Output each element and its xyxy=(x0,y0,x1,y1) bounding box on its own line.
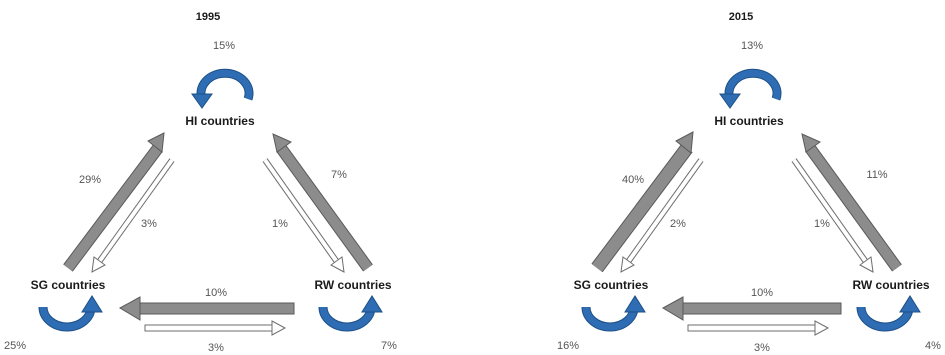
arrow-sg-to-hi xyxy=(63,132,165,272)
sg-self-loop-arrow xyxy=(38,295,103,332)
arrow-rw-to-hi xyxy=(272,133,373,272)
rw-self-pct: 4% xyxy=(925,340,941,352)
node-hi: HI countries xyxy=(185,114,255,128)
arrow-sg-to-rw xyxy=(687,320,830,336)
rw-self-loop-arrow xyxy=(318,295,383,332)
rw-to-hi-pct: 7% xyxy=(331,169,347,181)
hi-to-sg-pct: 2% xyxy=(670,218,686,230)
arrow-sg-to-rw xyxy=(144,320,287,336)
arrow-hi-to-sg xyxy=(91,158,175,273)
hi-to-rw-pct: 1% xyxy=(814,218,830,230)
hi-to-sg-pct: 3% xyxy=(141,218,157,230)
sg-to-hi-pct: 40% xyxy=(622,174,644,186)
arrow-sg-to-hi xyxy=(591,131,694,273)
sg-self-pct: 25% xyxy=(4,340,26,352)
sg-self-loop-arrow xyxy=(581,295,646,332)
sg-to-hi-pct: 29% xyxy=(79,174,101,186)
node-rw: RW countries xyxy=(314,278,391,292)
hi-to-rw-pct: 1% xyxy=(272,218,288,230)
panel-1995: 1995 15% HI countries 29% 3% 7% xyxy=(0,0,472,355)
sg-to-rw-pct: 3% xyxy=(754,342,770,354)
hi-self-loop-arrow xyxy=(719,68,782,109)
rw-to-sg-pct: 10% xyxy=(751,287,773,299)
node-hi: HI countries xyxy=(714,114,784,128)
year-label: 1995 xyxy=(196,11,220,23)
arrow-hi-to-rw xyxy=(791,158,874,273)
arrow-rw-to-hi xyxy=(801,133,902,272)
hi-self-pct: 13% xyxy=(741,40,763,52)
node-sg: SG countries xyxy=(31,278,106,292)
arrow-rw-to-sg xyxy=(118,296,295,321)
arrow-hi-to-sg xyxy=(620,158,704,273)
sg-to-rw-pct: 3% xyxy=(208,342,224,354)
rw-self-loop-arrow xyxy=(856,295,921,332)
arrow-hi-to-rw xyxy=(262,158,345,273)
hi-self-loop-arrow xyxy=(191,68,254,109)
year-label: 2015 xyxy=(729,11,753,23)
flow-diagram-2015: 2015 13% HI countries 40% 2% 11% xyxy=(557,11,941,354)
node-sg: SG countries xyxy=(574,278,649,292)
rw-self-pct: 7% xyxy=(381,340,397,352)
node-rw: RW countries xyxy=(852,278,929,292)
panel-2015: 2015 13% HI countries 40% 2% 11% xyxy=(473,0,945,355)
flow-diagram-1995: 1995 15% HI countries 29% 3% 7% xyxy=(4,11,397,354)
rw-to-sg-pct: 10% xyxy=(205,287,227,299)
rw-to-hi-pct: 11% xyxy=(866,169,887,181)
arrow-rw-to-sg xyxy=(661,296,842,321)
hi-self-pct: 15% xyxy=(213,40,235,52)
sg-self-pct: 16% xyxy=(557,340,579,352)
